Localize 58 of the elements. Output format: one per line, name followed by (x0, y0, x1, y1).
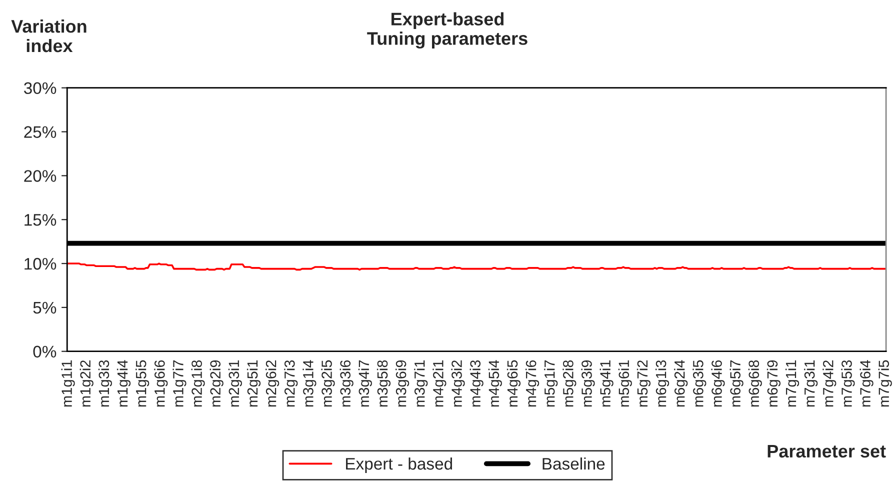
y-tick-label: 25% (24, 126, 56, 138)
x-tick-label: m2g1i8 (191, 360, 205, 407)
line-series (67, 262, 886, 271)
x-tick-label: m7g6i4 (860, 360, 874, 407)
x-tick-label: m4g4i3 (470, 360, 484, 407)
x-tick-label: m2g7i3 (284, 360, 298, 407)
y-tick-label: 30% (24, 82, 56, 94)
x-tick-label: m2g6i2 (266, 360, 280, 407)
x-tick-label: m7g1i1 (785, 360, 800, 407)
x-tick-label: m1g1i1 (61, 360, 75, 407)
x-tick-label: m5g2i8 (562, 360, 576, 407)
y-tick-label: 15% (24, 214, 56, 226)
x-tick-label: m7g4i2 (822, 360, 836, 407)
x-tick-label: m5g4i1 (600, 360, 614, 407)
y-tick-label: 5% (33, 302, 56, 314)
x-tick-label: m4g7i6 (526, 360, 540, 407)
x-tick-label: m3g3i6 (340, 360, 354, 407)
x-tick-label: m1g7i7 (172, 360, 186, 407)
x-tick-label: m6g1i3 (655, 360, 670, 407)
x-tick-label: m1g2i2 (80, 360, 94, 407)
x-tick-label: m7g7i5 (878, 360, 892, 407)
x-tick-label: m1g5i5 (136, 360, 150, 407)
x-tick-label: m5g1i7 (544, 360, 558, 407)
y-tick-label: 20% (24, 170, 56, 182)
x-tick-label: m6g5i7 (730, 360, 744, 407)
x-tick-label: m2g5i1 (246, 360, 261, 407)
x-tick-label: m3g5i8 (376, 360, 391, 407)
x-tick-label: m4g3i2 (451, 360, 465, 407)
y-tick-label: 0% (33, 346, 56, 358)
x-tick-label: m5g6i1 (618, 360, 632, 407)
y-axis-title: Variation index (11, 20, 86, 52)
x-tick-label: m6g7i9 (766, 360, 780, 407)
x-tick-label: m3g1i4 (302, 360, 316, 407)
legend-label: Baseline (542, 457, 605, 470)
x-tick-label: m7g3i1 (804, 360, 818, 407)
x-tick-label: m6g6i8 (748, 360, 762, 407)
chart-title: Expert-based Tuning parameters (367, 12, 528, 49)
x-tick-label: m6g4i6 (711, 360, 725, 407)
x-tick-label: m4g6i5 (506, 360, 521, 407)
y-tick-label: 10% (24, 258, 56, 270)
x-tick-label: m1g3i3 (98, 360, 112, 407)
x-tick-label: m1g6i6 (154, 360, 168, 407)
x-tick-label: m1g4i4 (116, 360, 131, 407)
x-tick-label: m5g7i2 (636, 360, 651, 407)
x-tick-label: m5g3i9 (581, 360, 595, 407)
x-tick-label: m3g4i7 (358, 360, 372, 407)
x-tick-label: m7g5i3 (841, 360, 855, 407)
legend-label: Expert - based (346, 457, 452, 473)
x-tick-label: m6g2i4 (674, 360, 688, 407)
x-tick-label: m2g2i9 (210, 360, 224, 407)
x-tick-label: m2g3i1 (228, 360, 242, 407)
x-tick-label: m6g3i5 (692, 360, 706, 407)
x-tick-label: m4g2i1 (432, 360, 446, 407)
x-tick-label: m4g5i4 (488, 360, 502, 407)
x-axis-title: Parameter set (768, 444, 886, 458)
x-tick-label: m3g6i9 (396, 360, 410, 407)
x-tick-label: m3g2i5 (321, 360, 335, 407)
x-tick-label: m3g7i1 (414, 360, 428, 407)
